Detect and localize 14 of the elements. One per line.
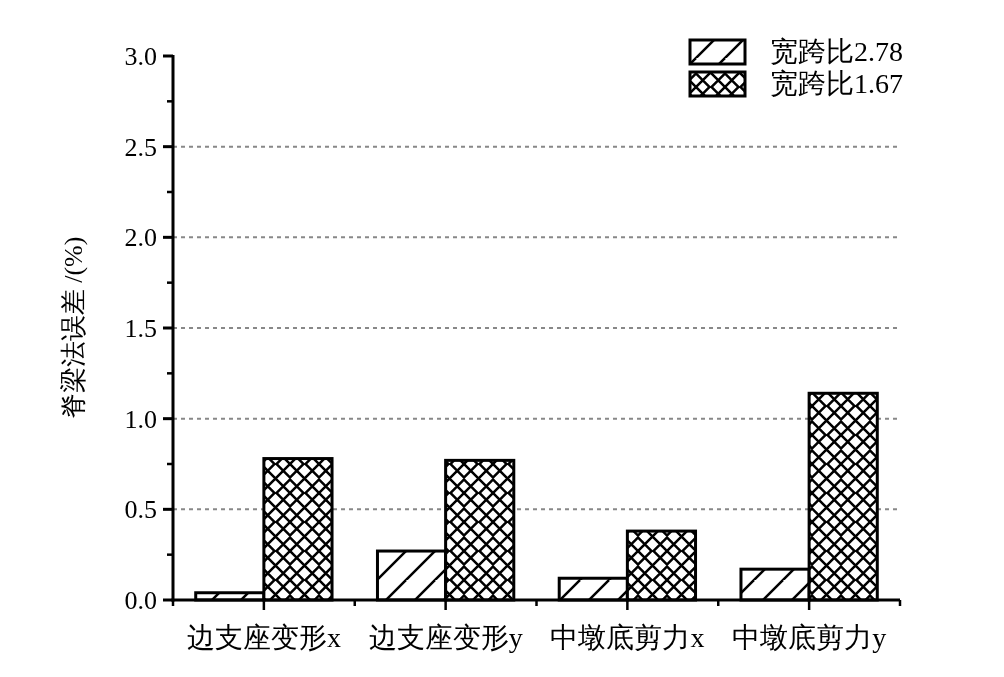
x-tick-label: 边支座变形x <box>186 622 341 653</box>
y-tick-label: 2.5 <box>124 132 157 162</box>
x-tick-label: 中墩底剪力y <box>732 622 887 653</box>
x-tick-label: 边支座变形y <box>368 622 523 653</box>
y-tick-label: 0.5 <box>124 495 157 525</box>
y-tick-label: 3.0 <box>124 42 157 71</box>
y-tick-label: 1.5 <box>124 314 157 343</box>
legend-label: 宽跨比2.78 <box>770 36 903 67</box>
x-tick-label: 中墩底剪力x <box>550 622 705 653</box>
y-tick-label: 2.0 <box>124 223 157 253</box>
y-tick-label: 0.0 <box>124 586 157 615</box>
y-axis-title: 脊梁法误差 /(%) <box>59 236 88 420</box>
y-tick-label: 1.0 <box>124 404 157 434</box>
legend-label: 宽跨比1.67 <box>770 68 903 99</box>
